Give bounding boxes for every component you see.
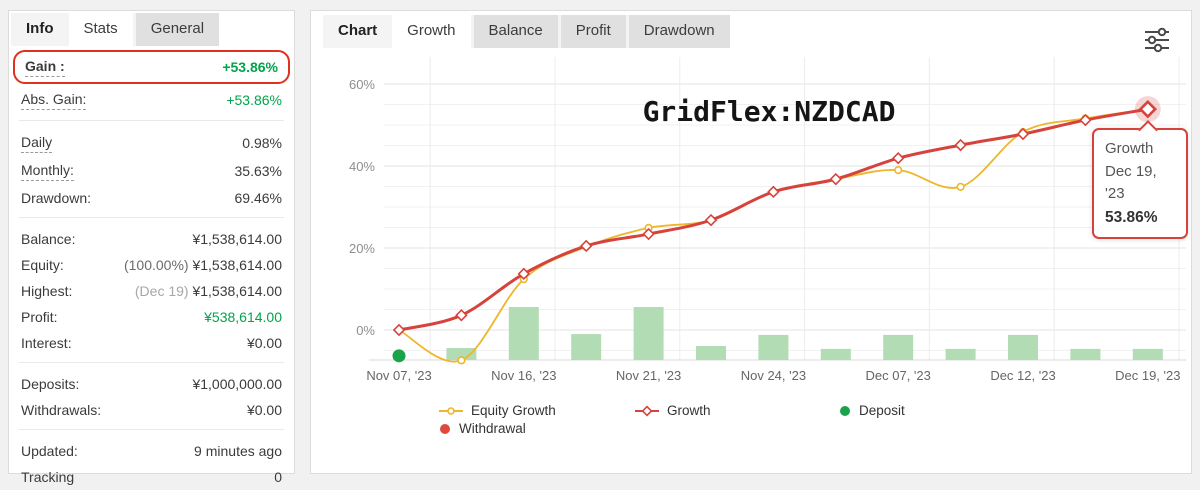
legend-item-withdrawal[interactable]: Withdrawal (439, 421, 635, 436)
abs-gain-row: Abs. Gain: +53.86% (9, 86, 294, 114)
tab-chart-drawdown[interactable]: Drawdown (628, 15, 730, 48)
profit-label: Profit: (21, 309, 58, 325)
balance-row: Balance: ¥1,538,614.00 (9, 226, 294, 252)
chart-panel-tabs: Chart Growth Balance Profit Drawdown (323, 15, 730, 48)
legend-label-growth: Growth (667, 403, 711, 418)
highest-row: Highest: (Dec 19) ¥1,538,614.00 (9, 278, 294, 304)
tab-info[interactable]: Info (26, 20, 54, 37)
withdrawals-row: Withdrawals: ¥0.00 (9, 397, 294, 423)
drawdown-label: Drawdown: (21, 190, 92, 206)
profit-value: ¥538,614.00 (204, 309, 282, 325)
highest-label: Highest: (21, 283, 73, 299)
legend-label-withdrawal: Withdrawal (459, 421, 526, 436)
stats-panel: Info Stats General Gain : +53.86% Abs. G… (8, 10, 295, 485)
svg-text:Dec 12, '23: Dec 12, '23 (990, 368, 1055, 383)
chart-panel: 0% 20% 40% 60% Nov 07, '23 Nov 16, '23 Nov 21,… (310, 10, 1192, 474)
drawdown-value: 69.46% (234, 190, 282, 206)
chart-tooltip: Growth Dec 19, '23 53.86% (1092, 128, 1188, 239)
tracking-label: Tracking (21, 469, 75, 485)
svg-text:60%: 60% (349, 77, 375, 92)
balance-label: Balance: (21, 231, 76, 247)
deposits-row: Deposits: ¥1,000,000.00 (9, 371, 294, 397)
svg-text:Dec 07, '23: Dec 07, '23 (866, 368, 931, 383)
highest-date: (Dec 19) (134, 283, 189, 299)
chart-title: GridFlex:NZDCAD (642, 95, 896, 128)
deposit-dot-icon (840, 405, 850, 416)
updated-row: Updated: 9 minutes ago (9, 438, 294, 464)
tab-profit[interactable]: Profit (560, 15, 626, 48)
interest-label: Interest: (21, 335, 72, 351)
legend-label-deposit: Deposit (859, 403, 905, 418)
legend-item-deposit[interactable]: Deposit (839, 403, 905, 418)
equity-row: Equity: (100.00%) ¥1,538,614.00 (9, 252, 294, 278)
equity-growth-line-icon (439, 406, 463, 415)
balance-value: ¥1,538,614.00 (192, 231, 282, 247)
updated-value: 9 minutes ago (194, 443, 282, 459)
growth-chart[interactable]: 0% 20% 40% 60% Nov 07, '23 Nov 16, '23 Nov 21,… (311, 11, 1191, 473)
filter-sliders-icon[interactable] (1141, 26, 1173, 54)
interest-row: Interest: ¥0.00 (9, 330, 294, 356)
tab-general[interactable]: General (135, 13, 220, 46)
drawdown-row: Drawdown: 69.46% (9, 185, 294, 211)
tooltip-value: 53.86% (1105, 208, 1158, 226)
legend-item-equity-growth[interactable]: Equity Growth (439, 403, 635, 418)
tab-stats[interactable]: Stats (68, 13, 133, 46)
gain-highlight-box: Gain : +53.86% (13, 50, 290, 84)
divider (19, 362, 284, 363)
svg-text:Nov 07, '23: Nov 07, '23 (366, 368, 431, 383)
daily-value: 0.98% (242, 135, 282, 151)
growth-line-icon (635, 404, 659, 417)
stats-panel-tabs: Info Stats General (11, 13, 220, 46)
deposits-value: ¥1,000,000.00 (192, 376, 282, 392)
gain-label[interactable]: Gain : (25, 57, 65, 77)
interest-value: ¥0.00 (246, 335, 282, 351)
divider (19, 429, 284, 430)
withdrawal-dot-icon (440, 423, 450, 434)
abs-gain-value: +53.86% (226, 92, 282, 108)
legend-label-equity-growth: Equity Growth (471, 403, 556, 418)
gain-row: Gain : +53.86% (23, 54, 280, 80)
gain-value: +53.86% (222, 59, 278, 75)
svg-text:Nov 24, '23: Nov 24, '23 (741, 368, 806, 383)
tracking-value: 0 (274, 469, 282, 485)
svg-text:20%: 20% (349, 241, 375, 256)
profit-row: Profit: ¥538,614.00 (9, 304, 294, 330)
tab-growth[interactable]: Growth (392, 15, 471, 48)
monthly-row: Monthly: 35.63% (9, 157, 294, 185)
equity-percent: (100.00%) (123, 257, 189, 273)
tooltip-series: Growth (1105, 140, 1154, 157)
tooltip-date: Dec 19, '23 (1105, 162, 1157, 203)
tracking-row: Tracking 0 (9, 464, 294, 490)
withdrawals-label: Withdrawals: (21, 402, 102, 418)
svg-text:Nov 21, '23: Nov 21, '23 (616, 368, 681, 383)
equity-label: Equity: (21, 257, 64, 273)
highest-value: (Dec 19) ¥1,538,614.00 (134, 283, 282, 299)
divider (19, 217, 284, 218)
svg-text:0%: 0% (356, 323, 375, 338)
svg-text:40%: 40% (349, 159, 375, 174)
tab-chart[interactable]: Chart (338, 22, 378, 39)
withdrawals-value: ¥0.00 (246, 402, 282, 418)
daily-row: Daily 0.98% (9, 129, 294, 157)
abs-gain-label[interactable]: Abs. Gain: (21, 90, 87, 110)
svg-text:Nov 16, '23: Nov 16, '23 (491, 368, 556, 383)
equity-value: (100.00%) ¥1,538,614.00 (123, 257, 282, 273)
legend-item-growth[interactable]: Growth (635, 403, 839, 418)
monthly-label[interactable]: Monthly: (21, 161, 74, 181)
updated-label: Updated: (21, 443, 78, 459)
divider (19, 120, 284, 121)
daily-label[interactable]: Daily (21, 133, 53, 153)
chart-legend: Equity Growth Growth Deposit Withdrawal (439, 403, 905, 436)
svg-text:Dec 19, '23: Dec 19, '23 (1115, 368, 1180, 383)
deposits-label: Deposits: (21, 376, 80, 392)
tab-balance[interactable]: Balance (473, 15, 558, 48)
monthly-value: 35.63% (234, 163, 282, 179)
